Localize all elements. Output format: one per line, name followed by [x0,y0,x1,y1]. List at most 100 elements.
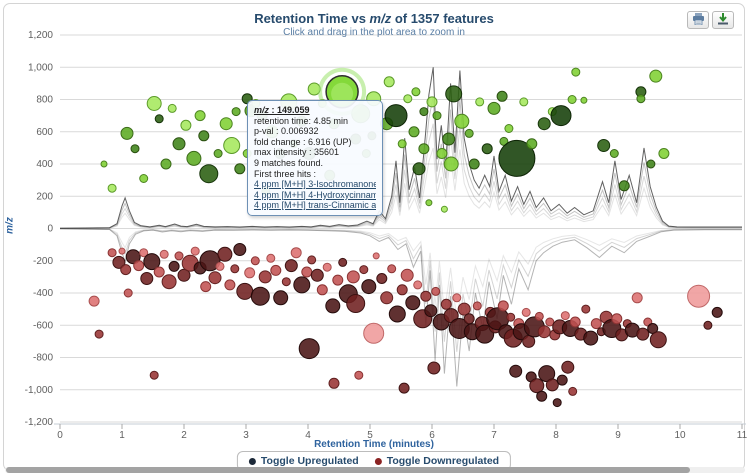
bubble-downregulated[interactable] [177,268,191,282]
bubble-downregulated[interactable] [301,266,313,278]
bubble-downregulated[interactable] [120,264,132,276]
bubble-upregulated[interactable] [440,205,448,213]
bubble-upregulated[interactable] [636,94,646,104]
bubble-upregulated[interactable] [649,69,663,83]
bubble-downregulated[interactable] [338,257,348,267]
bubble-downregulated[interactable] [463,313,475,325]
bubble-downregulated[interactable] [711,306,723,318]
bubble-downregulated[interactable] [244,267,256,279]
bubble-upregulated[interactable] [107,183,117,193]
bubble-downregulated[interactable] [561,360,575,374]
bubble-downregulated[interactable] [427,361,441,375]
bubble-upregulated[interactable] [139,174,149,183]
bubble-downregulated[interactable] [140,272,154,285]
bubble-downregulated[interactable] [420,290,432,302]
bubble-downregulated[interactable] [372,252,380,260]
bubble-downregulated[interactable] [133,260,145,272]
bubble-downregulated[interactable] [346,270,360,284]
bubble-upregulated[interactable] [160,158,172,170]
bubble-upregulated[interactable] [618,180,630,192]
bubble-upregulated[interactable] [213,149,223,158]
bubble-downregulated[interactable] [534,311,544,321]
bubble-upregulated[interactable] [146,96,162,111]
bubble-downregulated[interactable] [363,322,385,344]
bubble-downregulated[interactable] [112,255,126,269]
legend-toggle-upregulated[interactable]: Toggle Upregulated [248,455,359,467]
bubble-upregulated[interactable] [464,128,474,138]
bubble-upregulated[interactable] [397,139,407,149]
bubble-downregulated[interactable] [398,382,410,394]
bubble-upregulated[interactable] [383,76,395,88]
bubble-upregulated[interactable] [419,107,429,117]
bubble-downregulated[interactable] [536,390,548,402]
bubble-downregulated[interactable] [361,279,377,295]
bubble-downregulated[interactable] [583,330,599,346]
plot-area[interactable]: 1,200 1,000 800 600 400 200 0 -200 -400 -600 -800 -… [4,4,750,449]
bubble-downregulated[interactable] [107,248,117,258]
bubble-upregulated[interactable] [443,156,459,172]
bubble-downregulated[interactable] [497,300,509,312]
bubble-upregulated[interactable] [496,90,508,102]
bubble-upregulated[interactable] [403,94,413,104]
bubble-downregulated[interactable] [590,318,602,330]
bubble-downregulated[interactable] [88,295,100,307]
bubble-upregulated[interactable] [609,149,619,158]
bubble-downregulated[interactable] [537,325,551,339]
bubble-upregulated[interactable] [194,110,206,122]
bubble-downregulated[interactable] [322,262,332,272]
bubble-upregulated[interactable] [172,137,186,151]
bubble-downregulated[interactable] [284,259,298,273]
bubble-downregulated[interactable] [472,301,482,311]
bubble-downregulated[interactable] [143,253,161,271]
bubble-downregulated[interactable] [569,316,581,328]
bubble-downregulated[interactable] [298,338,320,360]
bubble-upregulated[interactable] [597,139,611,152]
bubble-downregulated[interactable] [215,261,225,271]
bubble-downregulated[interactable] [687,284,711,308]
bubble-upregulated[interactable] [567,95,577,104]
bubble-downregulated[interactable] [400,268,414,282]
bubble-downregulated[interactable] [354,370,364,380]
bubble-downregulated[interactable] [281,277,291,287]
bubble-downregulated[interactable] [224,279,236,291]
bubble-downregulated[interactable] [545,378,559,392]
bubble-downregulated[interactable] [325,298,341,314]
bubble-upregulated[interactable] [425,199,433,207]
bubble-downregulated[interactable] [190,246,200,256]
bubble-downregulated[interactable] [581,304,591,314]
bubble-downregulated[interactable] [475,324,495,344]
bubble-upregulated[interactable] [100,160,108,168]
bubble-upregulated[interactable] [537,117,551,131]
bubble-upregulated[interactable] [580,96,588,104]
bubble-upregulated[interactable] [198,130,210,142]
bubble-upregulated[interactable] [432,111,442,121]
bubble-upregulated[interactable] [475,97,485,107]
bubble-upregulated[interactable] [186,150,202,166]
bubble-upregulated[interactable] [231,107,241,117]
bubble-upregulated[interactable] [646,159,656,169]
bubble-downregulated[interactable] [552,398,562,408]
bubble-downregulated[interactable] [521,307,531,317]
bubble-downregulated[interactable] [556,374,568,386]
bubble-downregulated[interactable] [346,294,366,313]
bubble-upregulated[interactable] [526,138,538,150]
bubble-upregulated[interactable] [180,119,192,131]
bubble-downregulated[interactable] [94,329,104,339]
bubble-downregulated[interactable] [545,317,555,327]
bubble-upregulated[interactable] [384,104,408,128]
bubble-upregulated[interactable] [550,105,572,127]
bubble-downregulated[interactable] [250,256,260,266]
bubble-upregulated[interactable] [223,137,241,154]
bubble-downregulated[interactable] [293,276,311,294]
bubble-downregulated[interactable] [440,298,452,310]
bubble-upregulated[interactable] [658,148,670,159]
bubble-upregulated[interactable] [234,163,246,175]
bubble-downregulated[interactable] [258,270,272,284]
bubble-upregulated[interactable] [167,103,177,113]
bubble-downregulated[interactable] [388,305,406,323]
bubble-downregulated[interactable] [174,251,184,261]
bubble-downregulated[interactable] [199,250,221,272]
bubble-upregulated[interactable] [411,87,421,97]
bubble-downregulated[interactable] [307,255,317,265]
bubble-downregulated[interactable] [413,280,423,290]
